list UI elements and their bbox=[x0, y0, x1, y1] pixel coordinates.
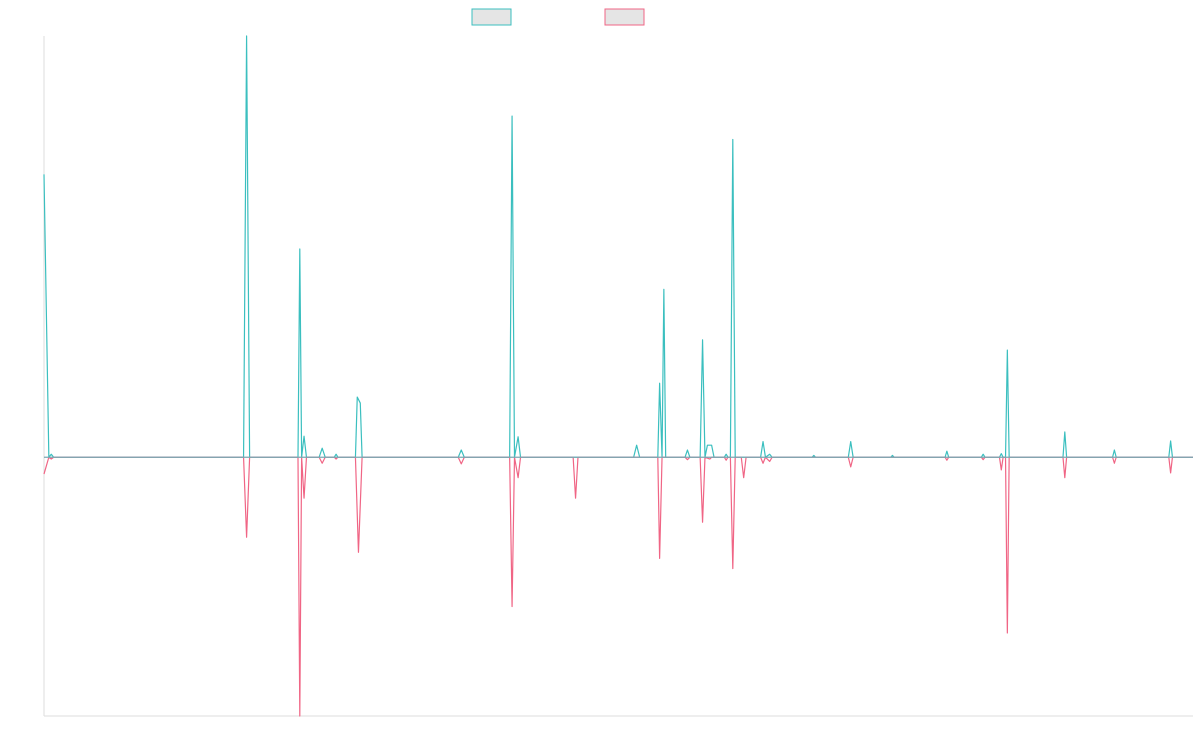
axes bbox=[43, 36, 1193, 717]
legend bbox=[471, 8, 645, 26]
series-line-2 bbox=[43, 456, 1193, 717]
series-line-1 bbox=[43, 35, 1193, 458]
legend-swatch-2 bbox=[604, 8, 645, 26]
legend-swatch-1 bbox=[471, 8, 512, 26]
plot-area bbox=[43, 35, 1193, 717]
